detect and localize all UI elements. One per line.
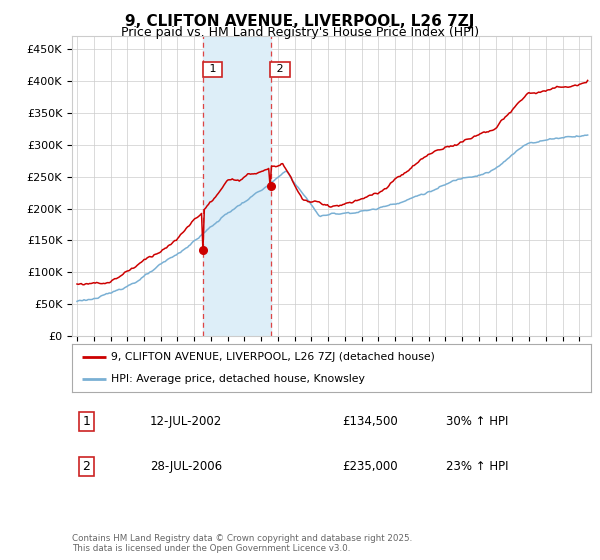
Text: Price paid vs. HM Land Registry's House Price Index (HPI): Price paid vs. HM Land Registry's House …	[121, 26, 479, 39]
Bar	[203, 36, 271, 336]
Text: £235,000: £235,000	[342, 460, 398, 473]
Text: 30% ↑ HPI: 30% ↑ HPI	[446, 415, 508, 428]
Text: 1: 1	[206, 64, 220, 74]
Text: 2: 2	[273, 64, 287, 74]
Text: £134,500: £134,500	[342, 415, 398, 428]
Text: 9, CLIFTON AVENUE, LIVERPOOL, L26 7ZJ: 9, CLIFTON AVENUE, LIVERPOOL, L26 7ZJ	[125, 14, 475, 29]
Text: HPI: Average price, detached house, Knowsley: HPI: Average price, detached house, Know…	[111, 374, 365, 384]
Text: Contains HM Land Registry data © Crown copyright and database right 2025.
This d: Contains HM Land Registry data © Crown c…	[72, 534, 412, 553]
Text: 28-JUL-2006: 28-JUL-2006	[150, 460, 222, 473]
Text: 9, CLIFTON AVENUE, LIVERPOOL, L26 7ZJ (detached house): 9, CLIFTON AVENUE, LIVERPOOL, L26 7ZJ (d…	[111, 352, 435, 362]
Text: 12-JUL-2002: 12-JUL-2002	[150, 415, 222, 428]
Text: 1: 1	[83, 415, 91, 428]
Text: 2: 2	[83, 460, 91, 473]
Text: 23% ↑ HPI: 23% ↑ HPI	[446, 460, 508, 473]
